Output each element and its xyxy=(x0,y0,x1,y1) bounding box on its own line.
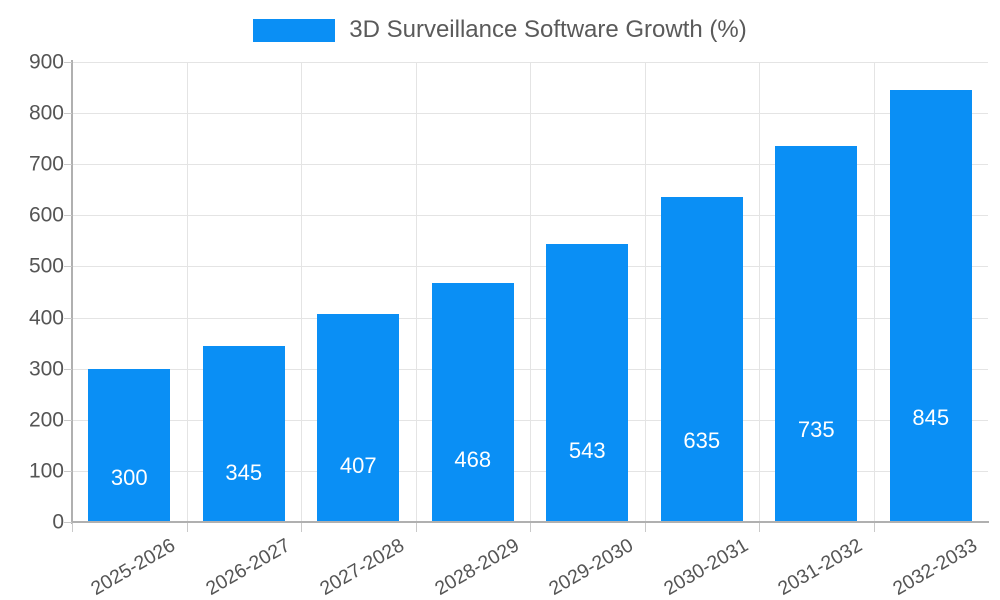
y-axis-tick-mark xyxy=(64,522,72,523)
bar[interactable]: 300 xyxy=(88,368,171,522)
x-axis-tick-mark xyxy=(645,523,646,532)
y-axis-tick-label: 500 xyxy=(28,254,64,278)
x-axis-tick-mark xyxy=(530,523,531,532)
bar-value-label: 407 xyxy=(339,453,377,479)
x-axis-tick-label: 2027-2028 xyxy=(316,534,409,600)
y-axis-tick-label: 600 xyxy=(28,203,64,227)
x-axis-tick-label: 2028-2029 xyxy=(430,534,523,600)
y-axis-tick-label: 100 xyxy=(28,459,64,483)
bar-value-label: 735 xyxy=(797,417,835,443)
gridline-vertical xyxy=(530,62,531,522)
x-axis-tick-mark xyxy=(72,523,73,532)
bar-rect xyxy=(775,146,858,522)
bar-value-label: 345 xyxy=(225,460,263,486)
x-axis-tick-mark xyxy=(759,523,760,532)
x-axis-tick-label: 2026-2027 xyxy=(201,534,294,600)
y-axis-tick-mark xyxy=(64,470,72,472)
x-axis-tick-mark xyxy=(187,523,188,532)
gridline-vertical xyxy=(416,62,417,522)
y-axis-tick-mark xyxy=(64,266,72,268)
bar-rect xyxy=(546,244,629,522)
y-axis-tick-mark xyxy=(64,62,72,63)
x-axis-tick-label: 2031-2032 xyxy=(774,534,867,600)
x-axis-tick-mark xyxy=(874,523,875,532)
y-axis-tick-label: 300 xyxy=(28,357,64,381)
bar-rect xyxy=(431,282,514,522)
legend-swatch-3d-surveillance-software-growth xyxy=(253,18,336,42)
bar-value-label: 845 xyxy=(912,405,950,431)
gridline-vertical xyxy=(645,62,646,522)
y-axis-tick-label: 400 xyxy=(28,306,64,330)
y-axis-tick-mark xyxy=(64,419,72,421)
bar-value-label: 468 xyxy=(454,446,492,472)
bar-rect xyxy=(660,197,743,522)
plot-area: 300 345 407 468 543 635 735 845 xyxy=(72,62,988,523)
y-axis-tick-label: 900 xyxy=(28,50,64,74)
x-axis-tick-label: 2030-2031 xyxy=(659,534,752,600)
y-axis-tick-mark xyxy=(64,368,72,370)
bar-value-label: 543 xyxy=(568,438,606,464)
bar[interactable]: 468 xyxy=(431,282,514,522)
y-axis-tick-mark xyxy=(64,113,72,115)
y-axis-tick-label: 700 xyxy=(28,152,64,176)
chart-legend: 3D Surveillance Software Growth (%) xyxy=(0,10,1000,50)
x-axis-tick-mark xyxy=(416,523,417,532)
bar[interactable]: 345 xyxy=(202,345,285,522)
bar[interactable]: 543 xyxy=(546,244,629,522)
gridline-vertical xyxy=(874,62,875,522)
bar[interactable]: 735 xyxy=(775,146,858,522)
gridline-vertical xyxy=(301,62,302,522)
bar[interactable]: 635 xyxy=(660,197,743,522)
x-axis-line xyxy=(71,521,989,523)
gridline-vertical xyxy=(187,62,188,522)
y-axis-tick-label: 200 xyxy=(28,408,64,432)
y-axis-tick-mark xyxy=(64,317,72,319)
x-axis-tick-label: 2025-2026 xyxy=(87,534,180,600)
bar-rect xyxy=(88,368,171,522)
gridline-vertical xyxy=(759,62,760,522)
bar[interactable]: 407 xyxy=(317,313,400,522)
x-axis-tick-mark xyxy=(301,523,302,532)
bar-value-label: 635 xyxy=(683,428,721,454)
y-axis-tick-mark xyxy=(64,164,72,166)
y-axis-tick-label: 800 xyxy=(28,101,64,125)
y-axis-tick-label: 0 xyxy=(52,510,64,534)
x-axis-tick-label: 2029-2030 xyxy=(545,534,638,600)
bar-rect xyxy=(202,345,285,522)
bar[interactable]: 845 xyxy=(889,90,972,522)
bar-rect xyxy=(889,90,972,522)
x-axis-tick-label: 2032-2033 xyxy=(888,534,981,600)
y-axis-line xyxy=(71,60,73,524)
legend-label-3d-surveillance-software-growth: 3D Surveillance Software Growth (%) xyxy=(349,16,747,43)
bar-rect xyxy=(317,313,400,522)
y-axis-tick-mark xyxy=(64,215,72,217)
bar-value-label: 300 xyxy=(110,465,148,491)
